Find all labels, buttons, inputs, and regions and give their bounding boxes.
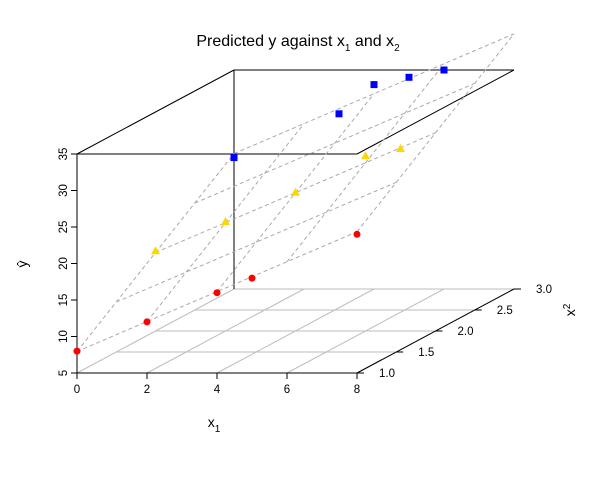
data-point-square [230, 154, 238, 162]
y-tick-label: 25 [58, 221, 70, 234]
box-edge [76, 69, 235, 155]
y-tick-label: 30 [58, 184, 70, 197]
plane-gridline [286, 63, 445, 263]
x2-tick-label: 2.0 [458, 326, 474, 338]
plane-gridline [116, 181, 397, 303]
x1-tick-label: 4 [214, 384, 221, 396]
x2-tick-label: 1.0 [379, 368, 395, 380]
data-point-circle [213, 289, 221, 297]
data-point-triangle [151, 246, 160, 255]
plane-gridline [233, 33, 515, 155]
data-point-triangle [291, 187, 300, 196]
data-point-square [405, 73, 413, 81]
y-tick-label: 35 [58, 148, 70, 161]
data-point-triangle [361, 151, 370, 160]
x2-axis-label: x2 [562, 303, 578, 316]
data-point-triangle [396, 144, 405, 152]
x2-tick-label: 2.5 [497, 305, 513, 317]
plane-gridline [155, 132, 436, 254]
box-edge [356, 69, 515, 155]
floor-gridline-x1 [146, 288, 305, 374]
data-point-circle [248, 274, 256, 282]
floor-gridline-x1 [216, 288, 375, 374]
data-point-circle [353, 230, 361, 238]
data-point-square [335, 110, 343, 118]
data-point-circle [143, 318, 151, 326]
data-point-circle [73, 347, 81, 355]
axis-ticks: 0 2 4 6 8 5 10 15 20 25 30 35 1.0 1.5 2.0 2.5 3.0 [58, 148, 552, 396]
plot-box [76, 69, 515, 374]
floor-gridline-x1 [76, 288, 235, 374]
floor-gridline-x1 [286, 288, 445, 374]
y-tick-label: 15 [58, 294, 70, 307]
data-point-triangle [221, 217, 230, 225]
x2-tick-label: 3.0 [536, 284, 552, 296]
data-points [73, 66, 448, 355]
data-point-square [440, 66, 448, 74]
x1-tick-label: 2 [144, 384, 150, 396]
y-tick-label: 20 [58, 257, 70, 270]
floor-grid [76, 288, 515, 374]
plane-gridline [76, 231, 358, 352]
y-tick-label: 10 [58, 330, 70, 343]
chart-title: Predicted y against x1 and x2 [196, 33, 400, 54]
x1-tick-label: 6 [284, 384, 290, 396]
data-point-square [370, 81, 378, 89]
x1-axis-label: x1 [208, 414, 221, 435]
x1-tick-label: 8 [354, 384, 360, 396]
x1-tick-label: 0 [74, 384, 80, 396]
y-axis-label: ŷ [14, 261, 30, 268]
plane-gridline [194, 82, 475, 204]
x2-tick-label: 1.5 [418, 347, 434, 359]
y-tick-label: 5 [58, 370, 70, 376]
